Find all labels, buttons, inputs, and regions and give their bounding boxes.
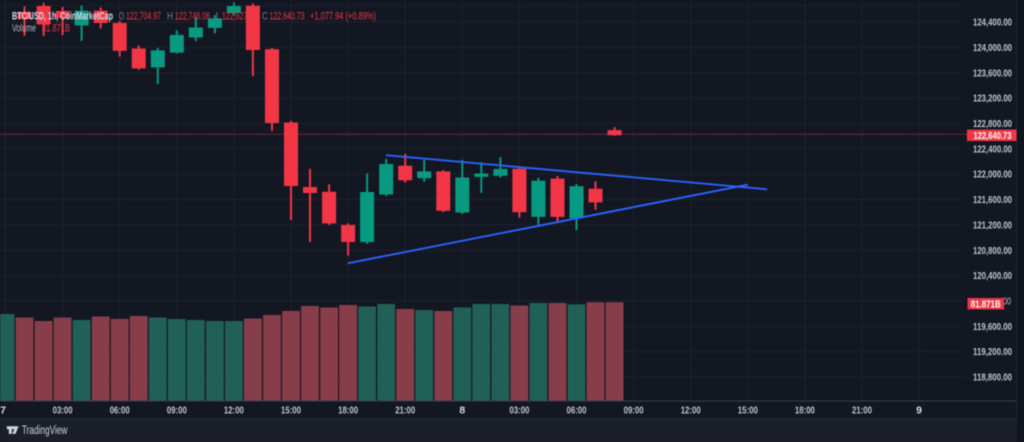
svg-text:122,800.00: 122,800.00 — [973, 118, 1012, 130]
svg-text:00: 00 — [1003, 296, 1011, 308]
svg-text:21:00: 21:00 — [395, 405, 415, 417]
svg-text:06:00: 06:00 — [567, 405, 587, 417]
svg-text:C: C — [262, 10, 268, 22]
svg-text:15:00: 15:00 — [281, 405, 301, 417]
svg-text:12:00: 12:00 — [681, 405, 701, 417]
svg-text:119,200.00: 119,200.00 — [973, 346, 1012, 358]
svg-text:120,400.00: 120,400.00 — [973, 270, 1012, 282]
svg-text:120,800.00: 120,800.00 — [973, 245, 1012, 257]
svg-text:Volume: Volume — [12, 22, 36, 34]
svg-text:H: H — [167, 10, 173, 22]
svg-text:122,000.00: 122,000.00 — [973, 169, 1012, 181]
svg-text:122,627.43: 122,627.43 — [222, 10, 257, 22]
svg-text:12:00: 12:00 — [224, 405, 244, 417]
svg-text:81.871B: 81.871B — [42, 22, 70, 34]
svg-text:123,200.00: 123,200.00 — [973, 93, 1012, 105]
svg-text:O: O — [119, 10, 125, 22]
svg-text:18:00: 18:00 — [795, 405, 815, 417]
svg-text:TradingView: TradingView — [22, 425, 68, 437]
svg-text:7: 7 — [0, 405, 6, 417]
svg-text:81.871B: 81.871B — [971, 299, 1001, 310]
svg-text:9: 9 — [916, 405, 922, 417]
svg-text:03:00: 03:00 — [53, 405, 73, 417]
svg-text:123,600.00: 123,600.00 — [973, 67, 1012, 79]
svg-text:21:00: 21:00 — [852, 405, 872, 417]
svg-text:122,640.73: 122,640.73 — [974, 130, 1012, 142]
svg-text:124,000.00: 124,000.00 — [973, 42, 1012, 54]
svg-text:BTC/USD, 1h, CoinMarketCap: BTC/USD, 1h, CoinMarketCap — [12, 10, 113, 22]
svg-text:18:00: 18:00 — [338, 405, 358, 417]
svg-text:121,600.00: 121,600.00 — [973, 194, 1012, 206]
svg-text:122,400.00: 122,400.00 — [973, 143, 1012, 155]
svg-text:+1,077.94 (+0.89%): +1,077.94 (+0.89%) — [310, 10, 376, 22]
svg-text:118,800.00: 118,800.00 — [973, 372, 1012, 384]
svg-text:03:00: 03:00 — [509, 405, 529, 417]
svg-text:8: 8 — [459, 405, 465, 417]
svg-text:L: L — [216, 10, 221, 22]
svg-text:06:00: 06:00 — [110, 405, 130, 417]
svg-text:15:00: 15:00 — [738, 405, 758, 417]
svg-text:119,600.00: 119,600.00 — [973, 321, 1012, 333]
svg-text:121,200.00: 121,200.00 — [973, 219, 1012, 231]
svg-text:122,746.06: 122,746.06 — [175, 10, 210, 22]
svg-text:09:00: 09:00 — [167, 405, 187, 417]
svg-text:124,400.00: 124,400.00 — [973, 17, 1012, 29]
svg-text:122,704.97: 122,704.97 — [126, 10, 161, 22]
svg-text:122,640.73: 122,640.73 — [270, 10, 305, 22]
svg-text:09:00: 09:00 — [624, 405, 644, 417]
